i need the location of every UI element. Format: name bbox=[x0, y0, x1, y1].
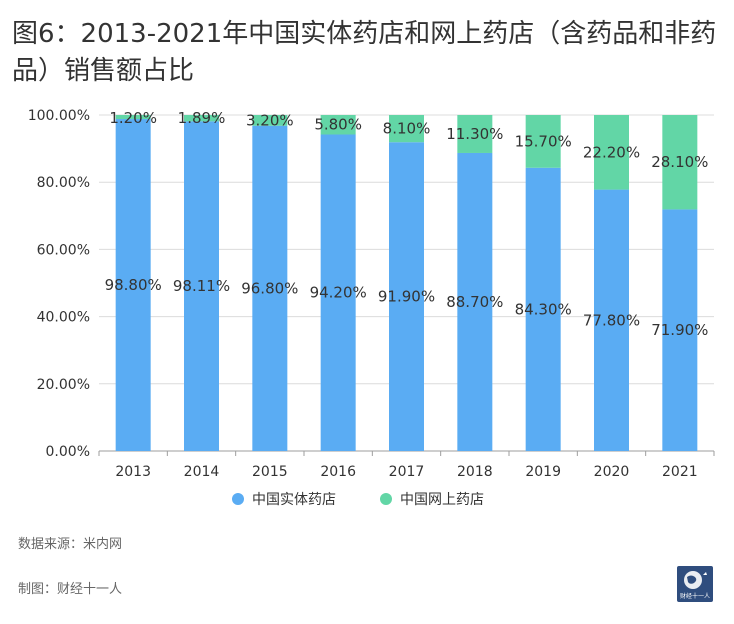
legend-marker bbox=[232, 493, 244, 505]
bar-online-store bbox=[389, 115, 424, 143]
bar-physical-store bbox=[320, 134, 356, 451]
bar-online-store bbox=[457, 115, 493, 153]
data-label: 77.80% bbox=[583, 311, 640, 329]
y-tick-label: 20.00% bbox=[37, 377, 90, 393]
data-label: 98.11% bbox=[173, 277, 230, 295]
data-label: 84.30% bbox=[515, 300, 572, 318]
data-label: 94.20% bbox=[310, 284, 367, 302]
data-label: 28.10% bbox=[651, 153, 708, 171]
bar-physical-store bbox=[184, 121, 219, 451]
x-tick-label: 2020 bbox=[594, 464, 630, 480]
x-tick-label: 2013 bbox=[115, 464, 151, 480]
bar-online-store bbox=[115, 115, 151, 120]
bar-physical-store bbox=[252, 125, 288, 451]
x-axis: 2013 2014 2015 2016 2017 2018 2019 2020 2021 bbox=[98, 451, 715, 480]
y-tick-label: 100.00% bbox=[28, 108, 90, 124]
y-tick-label: 80.00% bbox=[37, 175, 90, 191]
data-label: 96.80% bbox=[241, 279, 298, 297]
data-label: 71.90% bbox=[651, 321, 708, 339]
data-label: 5.80% bbox=[314, 116, 362, 134]
legend-label: 中国实体药店 bbox=[252, 492, 336, 508]
data-label: 11.30% bbox=[446, 125, 503, 143]
data-label: 88.70% bbox=[446, 293, 503, 311]
data-label: 22.20% bbox=[583, 143, 640, 161]
legend-marker bbox=[380, 493, 392, 505]
bars bbox=[115, 115, 698, 452]
x-tick-label: 2018 bbox=[457, 464, 493, 480]
data-label: 3.20% bbox=[246, 111, 294, 129]
legend: 中国实体药店 中国网上药店 bbox=[232, 492, 484, 508]
bar-online-store bbox=[662, 115, 698, 210]
y-tick-label: 60.00% bbox=[37, 242, 90, 258]
x-tick-label: 2021 bbox=[662, 464, 698, 480]
y-tick-label: 0.00% bbox=[46, 444, 90, 460]
bar-physical-store bbox=[594, 189, 629, 452]
maker-note: 制图：财经十一人 bbox=[18, 582, 123, 597]
data-label: 98.80% bbox=[105, 276, 162, 294]
source-note: 数据来源：米内网 bbox=[18, 537, 123, 552]
bar-physical-store bbox=[525, 167, 561, 451]
bar-online-store bbox=[320, 115, 356, 135]
bar-physical-store bbox=[115, 119, 151, 452]
chart-title: 图6：2013-2021年中国实体药店和网上药店（含药品和非药品）销售额占比 bbox=[12, 19, 717, 86]
data-label: 8.10% bbox=[383, 120, 431, 138]
bar-physical-store bbox=[389, 142, 424, 451]
bar-online-store bbox=[594, 115, 629, 190]
x-tick-label: 2015 bbox=[252, 464, 288, 480]
x-tick-label: 2017 bbox=[389, 464, 425, 480]
y-axis: 0.00% 20.00% 40.00% 60.00% 80.00% 100.00% bbox=[28, 108, 90, 460]
legend-label: 中国网上药店 bbox=[400, 492, 484, 508]
data-labels: 98.80% 1.20% 98.11% 1.89% 96.80% 3.20% 94.20% 5… bbox=[105, 109, 709, 339]
data-label: 15.70% bbox=[515, 132, 572, 150]
bar-online-store bbox=[252, 115, 288, 126]
bar-online-store bbox=[525, 115, 561, 168]
bar-online-store bbox=[184, 115, 219, 122]
bar-physical-store bbox=[662, 209, 698, 451]
bar-physical-store bbox=[457, 152, 493, 451]
data-label: 91.90% bbox=[378, 288, 435, 306]
x-tick-label: 2019 bbox=[525, 464, 561, 480]
globe-icon bbox=[684, 571, 707, 589]
data-label: 1.89% bbox=[178, 109, 226, 127]
brand-logo: 财经十一人 bbox=[677, 566, 713, 602]
logo-text: 财经十一人 bbox=[679, 593, 710, 600]
x-tick-label: 2016 bbox=[320, 464, 356, 480]
x-tick-label: 2014 bbox=[184, 464, 220, 480]
data-label: 1.20% bbox=[109, 109, 157, 127]
y-tick-label: 40.00% bbox=[37, 310, 90, 326]
